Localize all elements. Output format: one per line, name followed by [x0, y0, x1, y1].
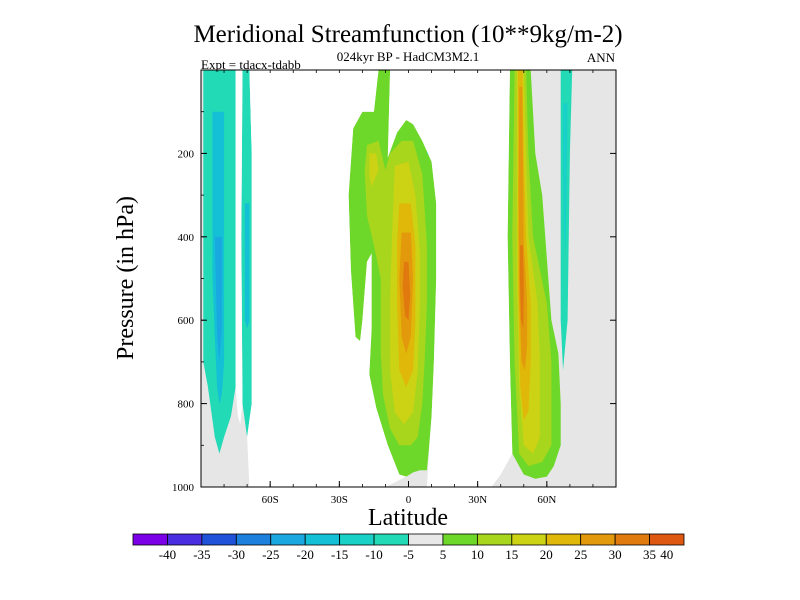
- colorbar-label: -40: [159, 547, 176, 562]
- cell-60n-35: [519, 245, 524, 329]
- y-tick-label: 600: [178, 315, 195, 327]
- colorbar-swatch: [339, 533, 375, 546]
- colorbar-label: 20: [540, 547, 553, 562]
- colorbar-swatch: [476, 533, 513, 546]
- x-axis-ticks: 60S 30S 0 30N 60N: [200, 70, 617, 506]
- colorbar-label: -5: [403, 547, 414, 562]
- chart-title: Meridional Streamfunction (10**9kg/m-2): [193, 21, 622, 48]
- cell-hadley-s-35: [402, 261, 411, 321]
- cell-70n-core: [563, 103, 568, 254]
- plot-area: 60S 30S 0 30N 60N 200 400 600 800 1000: [172, 69, 617, 506]
- colorbar-swatch: [235, 533, 272, 546]
- colorbar-swatch: [580, 533, 616, 546]
- y-axis-label: Pressure (in hPa): [113, 196, 139, 360]
- cell-white-mid-n: [387, 70, 513, 487]
- colorbar-label: 10: [471, 547, 484, 562]
- colorbar-swatch: [201, 533, 237, 546]
- cell-white-mid: [247, 70, 407, 487]
- y-tick-label: 800: [178, 399, 195, 411]
- colorbar-swatch: [408, 533, 444, 546]
- chart-subtitle: 024kyr BP - HadCM3M2.1: [337, 49, 480, 64]
- colorbar-label: 5: [440, 547, 447, 562]
- y-tick-label: 1000: [172, 482, 195, 494]
- y-tick-label: 200: [178, 148, 195, 160]
- colorbar-label: -15: [331, 547, 348, 562]
- x-tick-label: 30N: [468, 494, 487, 506]
- cell-white-s: [235, 70, 243, 425]
- season-label: ANN: [587, 50, 616, 65]
- colorbar-label: -10: [365, 547, 382, 562]
- colorbar-swatch: [132, 533, 168, 546]
- colorbar-label: 35: [643, 547, 656, 562]
- contour-fills: [203, 70, 573, 487]
- experiment-label: Expt = tdacx-tdabb: [201, 57, 301, 72]
- colorbar-swatch: [304, 533, 341, 546]
- colorbar-label: -25: [262, 547, 279, 562]
- cell-72s-core: [244, 203, 250, 329]
- x-axis-label: Latitude: [368, 505, 448, 531]
- colorbar-label: 25: [574, 547, 587, 562]
- colorbar-swatch: [614, 533, 650, 546]
- colorbar-swatch: [167, 533, 203, 546]
- colorbar-label: 30: [609, 547, 622, 562]
- colorbar-label: -20: [297, 547, 314, 562]
- colorbar-swatch: [511, 533, 547, 546]
- colorbar-swatch: [442, 533, 478, 546]
- colorbar-label: 40: [660, 547, 673, 562]
- colorbar-swatch: [545, 533, 582, 546]
- colorbar-swatch: [649, 533, 685, 546]
- colorbar-label: 15: [505, 547, 518, 562]
- x-tick-label: 60S: [262, 494, 279, 506]
- y-tick-label: 400: [178, 232, 195, 244]
- x-tick-label: 60N: [537, 494, 556, 506]
- colorbar-label: -30: [228, 547, 245, 562]
- cell-80s-inner: [214, 236, 222, 362]
- colorbar-label: -35: [193, 547, 210, 562]
- x-tick-label: 30S: [331, 494, 348, 506]
- colorbar-swatch: [373, 533, 409, 546]
- x-tick-label: 0: [406, 494, 412, 506]
- colorbar: -40 -35 -30 -25 -20 -15 -10 -5 5 10 15 20 25 30 35 40: [132, 533, 685, 562]
- y-axis-ticks: 200 400 600 800 1000: [172, 111, 616, 494]
- cell-hadley-s-20: [369, 153, 379, 187]
- colorbar-swatch: [270, 533, 306, 546]
